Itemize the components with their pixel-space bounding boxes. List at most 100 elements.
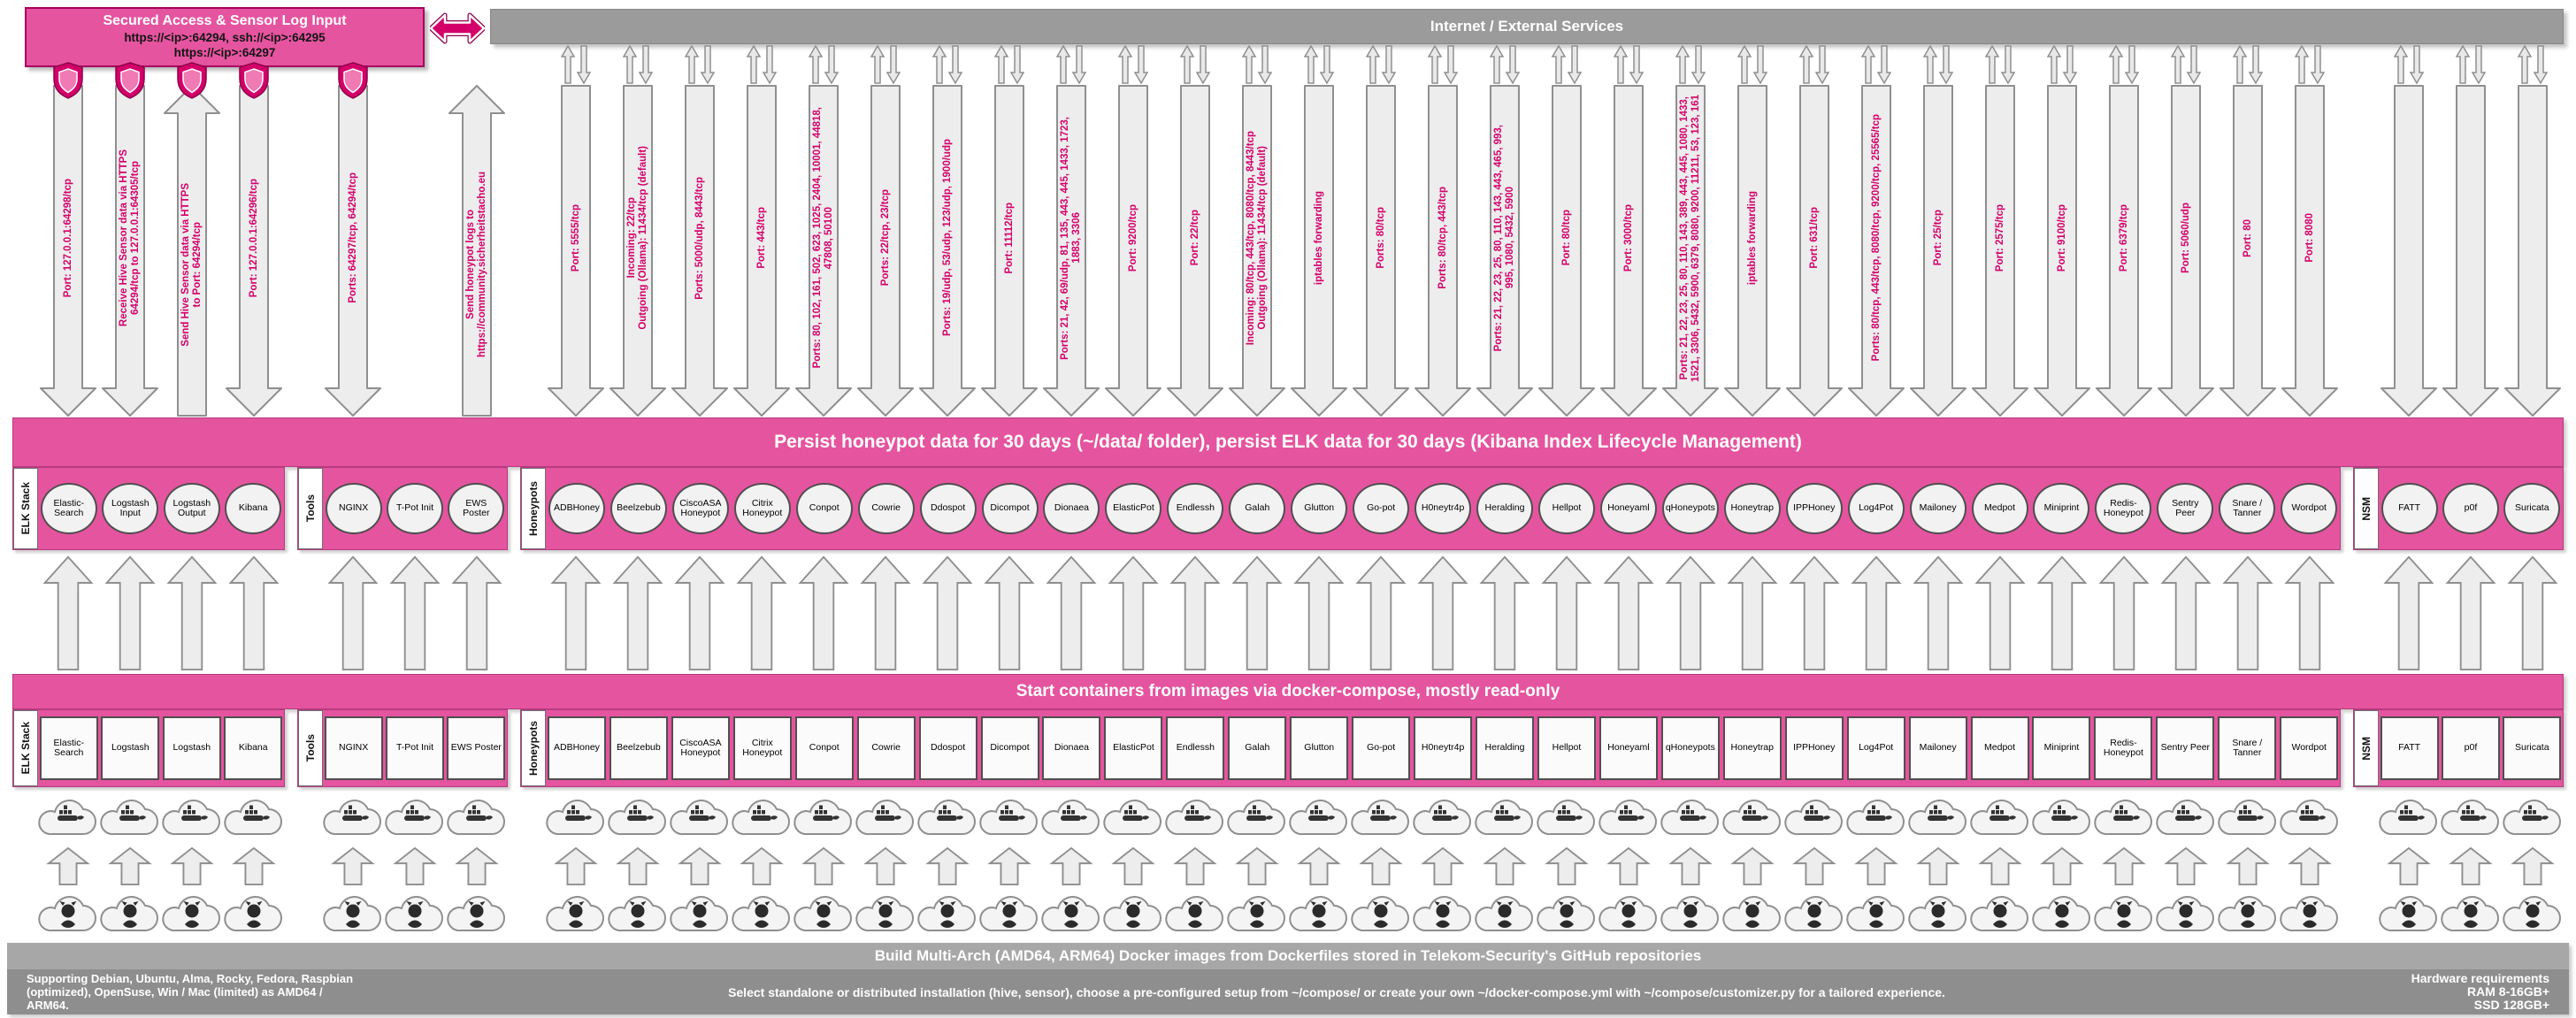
cell-honeyaml <box>1598 886 1660 939</box>
container-node-go-pot: Go-pot <box>1353 483 1410 534</box>
image-node-label: qHoneypots <box>1665 742 1715 754</box>
flow-arrow-down-icon <box>1662 85 1719 417</box>
docker-image-cloud-icon <box>608 800 666 836</box>
docker-image-cloud-icon <box>2032 800 2090 836</box>
container-node-mailoney: Mailoney <box>1909 483 1966 534</box>
cell-nginx: Ports: 64297/tcp, 64294/tcp <box>322 62 384 417</box>
container-node-dionaea: Dionaea <box>1043 483 1100 534</box>
cell-sentry-peer <box>2155 550 2217 674</box>
docker-image-cloud-icon <box>1475 800 1533 836</box>
flow-arrow-down-icon <box>2034 85 2090 417</box>
cell-heralding: Ports: 21, 22, 23, 25, 80, 110, 143, 443… <box>1474 85 1536 417</box>
container-node-label: Dicompot <box>990 502 1030 514</box>
container-node-elasticpot: ElasticPot <box>1105 483 1162 534</box>
image-node-ipphoney-20: IPPHoney <box>1784 716 1844 780</box>
start-container-arrow-icon <box>2098 555 2150 670</box>
docker-image-cloud-icon <box>1165 800 1223 836</box>
cell-dionaea: Ports: 21, 42, 69/udp, 81, 135, 443, 445… <box>1040 85 1102 417</box>
cell-glutton <box>1288 886 1350 939</box>
up-down-traffic-icon <box>994 45 1024 84</box>
container-node-label: Cowrie <box>871 502 901 514</box>
image-node-heralding-15: Heralding <box>1476 716 1535 780</box>
image-node-label: Dicompot <box>990 742 1030 754</box>
cell-sentry-peer <box>2155 846 2217 886</box>
cell-ciscoasa-honeypot <box>669 886 731 939</box>
port-arrow-cowrie: Ports: 22/tcp, 23/tcp <box>855 85 916 417</box>
port-arrow-dionaea: Ports: 21, 42, 69/udp, 81, 135, 443, 445… <box>1040 85 1102 417</box>
container-node-label: Heralding <box>1484 502 1525 514</box>
github-repo-cloud-icon <box>917 896 976 932</box>
container-node-label: qHoneypots <box>1665 502 1715 514</box>
up-down-traffic-icon <box>1675 45 1706 84</box>
up-down-traffic-icon <box>870 45 901 84</box>
flow-arrow-down-icon <box>981 85 1038 417</box>
column-group-tools <box>297 886 508 939</box>
build-image-arrow-icon <box>2102 846 2146 885</box>
start-container-arrow-icon <box>2445 555 2496 670</box>
group-nsm: NSM FATT p0f Suricata <box>2353 467 2564 550</box>
image-node-endlessh-10: Endlessh <box>1166 716 1225 780</box>
port-arrow-conpot: Ports: 80, 102, 161, 502, 623, 1025, 240… <box>793 85 855 417</box>
image-node-label: Elastic-Search <box>53 737 84 758</box>
start-container-arrow-icon <box>451 555 502 670</box>
cell-qhoneypots <box>1660 886 1721 939</box>
github-repo-cloud-icon <box>1784 896 1843 932</box>
container-node-label: Hellpot <box>1552 502 1582 514</box>
cell-adbhoney: ADBHoney <box>546 468 608 549</box>
cell-p0f <box>2440 550 2502 674</box>
docker-image-cloud-icon <box>1722 800 1781 836</box>
container-node-suricata: Suricata <box>2503 483 2561 534</box>
cell-kibana <box>223 550 285 674</box>
start-container-arrow-icon <box>1479 555 1530 670</box>
build-image-arrow-icon <box>2449 846 2493 885</box>
github-repo-cloud-icon <box>100 896 158 932</box>
container-node-label: Beelzebub <box>617 502 661 514</box>
port-arrow-logstash-output: Send Hive Sensor data via HTTPS to Port: … <box>161 62 223 417</box>
image-node-label: Honeytrap <box>1730 742 1774 754</box>
cell-logstash-input <box>99 787 161 846</box>
container-node-cowrie: Cowrie <box>857 483 915 534</box>
cell-log4pot: Log4Pot <box>1845 468 1907 549</box>
secured-access-box: Secured Access & Sensor Log Input https:… <box>25 7 425 67</box>
port-arrow-heralding: Ports: 21, 22, 23, 25, 80, 110, 143, 443… <box>1474 85 1536 417</box>
cell-galah <box>1226 44 1288 85</box>
cell-logstash-input: Logstash <box>100 710 162 786</box>
github-repo-cloud-icon <box>1041 896 1100 932</box>
port-arrow-citrix-honeypot: Port: 443/tcp <box>731 85 793 417</box>
up-down-traffic-icon <box>623 45 653 84</box>
cell-dicompot <box>978 787 1040 846</box>
build-image-arrow-icon <box>1854 846 1898 885</box>
build-arrows-row <box>12 846 2564 886</box>
cell-galah <box>1226 846 1288 886</box>
docker-image-cloud-icon <box>2441 800 2499 836</box>
security-shield-icon <box>338 62 368 99</box>
tab-spacer <box>297 846 322 886</box>
image-node-hellpot-16: Hellpot <box>1537 716 1596 780</box>
cell-h0neytr4p <box>1412 787 1474 846</box>
tab-spacer <box>12 44 37 85</box>
start-container-arrow-icon <box>1169 555 1221 670</box>
start-container-arrow-icon <box>1108 555 1159 670</box>
flow-arrow-down-icon <box>2158 85 2214 417</box>
port-arrow-miniprint: Port: 9100/tcp <box>2031 85 2093 417</box>
cell-glutton <box>1288 550 1350 674</box>
github-repo-cloud-icon <box>1846 896 1905 932</box>
cell-logstash-output: Send Hive Sensor data via HTTPS to Port: … <box>161 62 223 417</box>
cell-elasticpot <box>1102 44 1164 85</box>
cell-sentry-peer <box>2155 44 2217 85</box>
supported-os-text: Supporting Debian, Ubuntu, Alma, Rocky, … <box>27 972 354 1012</box>
column-group-honeypots <box>520 550 2341 674</box>
cell-fatt <box>2378 787 2440 846</box>
container-node-h0neytr4p: H0neytr4p <box>1414 483 1472 534</box>
flow-arrow-down-icon <box>1724 85 1781 417</box>
container-node-label: Medpot <box>1984 502 2016 514</box>
cell-dicompot <box>978 886 1040 939</box>
tab-spacer <box>12 550 37 674</box>
start-container-arrow-icon <box>612 555 663 670</box>
tab-spacer <box>12 85 37 417</box>
docker-image-cloud-icon <box>732 800 790 836</box>
container-node-label: NGINX <box>339 502 369 514</box>
container-node-label: Mailoney <box>1919 502 1957 514</box>
cell-honeyaml: Port: 3000/tcp <box>1598 85 1660 417</box>
port-arrow-medpot: Port: 2575/tcp <box>1969 85 2031 417</box>
